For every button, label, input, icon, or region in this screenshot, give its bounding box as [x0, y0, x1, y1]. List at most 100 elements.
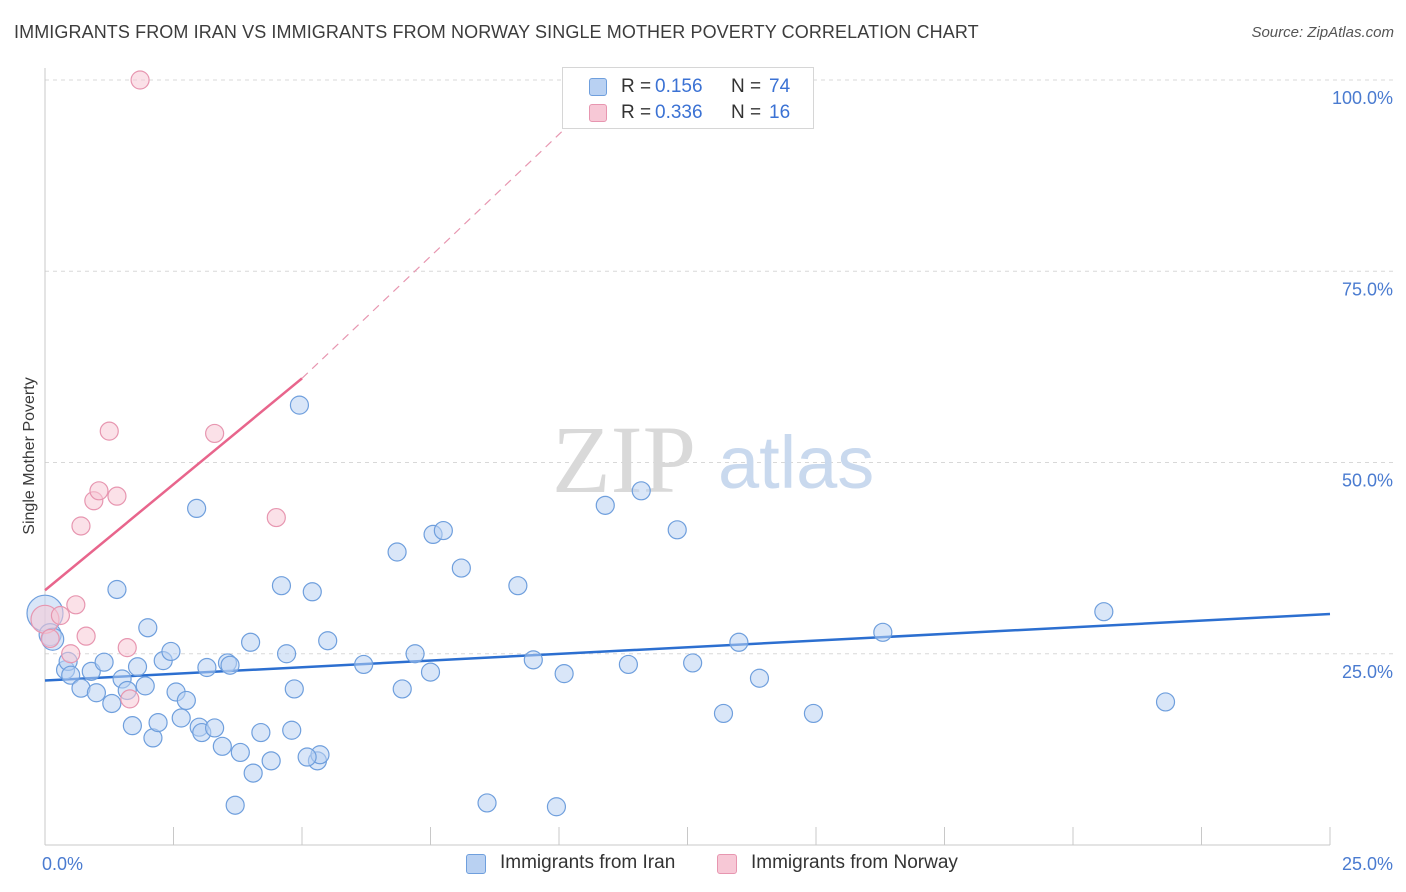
data-point-iran[interactable]: [803, 703, 824, 724]
legend-swatch-iran: [589, 78, 607, 96]
legend-n-value-norway: 16: [769, 102, 791, 123]
data-point-iran[interactable]: [187, 498, 207, 518]
series-swatch-norway: [717, 854, 737, 874]
data-point-iran[interactable]: [212, 736, 232, 756]
data-point-iran[interactable]: [508, 576, 528, 596]
data-point-norway[interactable]: [266, 507, 286, 528]
legend-n-value-iran: 74: [769, 76, 791, 97]
data-point-iran[interactable]: [873, 622, 893, 642]
data-point-iran[interactable]: [554, 664, 574, 684]
data-point-iran[interactable]: [148, 712, 168, 733]
tick-label-layer: 25.0% 50.0% 75.0% 100.0% 0.0% 25.0%: [42, 88, 1393, 874]
data-point-norway[interactable]: [40, 628, 60, 649]
trend-line-norway-extension: [301, 94, 601, 379]
grid-layer: [45, 79, 1395, 655]
legend-r-value-iran: 0.156: [655, 76, 703, 97]
data-point-iran[interactable]: [477, 793, 497, 813]
data-point-iran[interactable]: [595, 495, 615, 515]
data-point-iran[interactable]: [297, 747, 317, 767]
data-point-iran[interactable]: [230, 742, 250, 763]
data-point-iran[interactable]: [220, 655, 240, 675]
data-point-norway[interactable]: [76, 626, 96, 646]
axis-layer: [44, 68, 1331, 846]
legend-r-value-norway: 0.336: [655, 102, 703, 123]
data-point-iran[interactable]: [171, 708, 191, 728]
correlation-legend: R = 0.156 N = 74 R = 0.336 N = 16: [562, 67, 814, 129]
legend-r-label: R =: [621, 102, 652, 123]
watermark: ZIP atlas: [552, 406, 874, 513]
data-point-iran[interactable]: [261, 751, 281, 771]
data-point-iran[interactable]: [225, 795, 245, 815]
data-point-iran[interactable]: [127, 657, 148, 677]
data-point-iran[interactable]: [86, 683, 107, 703]
data-point-iran[interactable]: [61, 665, 81, 685]
data-point-iran[interactable]: [289, 395, 310, 415]
points-layer: [26, 70, 1176, 817]
data-point-iran[interactable]: [392, 679, 412, 699]
data-point-iran[interactable]: [205, 718, 225, 738]
data-point-iran[interactable]: [318, 631, 338, 651]
data-point-iran[interactable]: [107, 579, 127, 600]
data-point-iran[interactable]: [667, 520, 687, 540]
source-label: Source: ZipAtlas.com: [1251, 24, 1394, 41]
data-point-iran[interactable]: [546, 797, 567, 817]
series-legend-label-norway: Immigrants from Norway: [751, 852, 958, 873]
chart-title: IMMIGRANTS FROM IRAN VS IMMIGRANTS FROM …: [14, 22, 979, 42]
data-point-norway[interactable]: [61, 644, 81, 664]
data-point-norway[interactable]: [71, 516, 91, 536]
data-point-iran[interactable]: [683, 653, 703, 673]
data-point-norway[interactable]: [99, 421, 119, 441]
data-point-iran[interactable]: [251, 722, 271, 743]
legend-swatch-norway: [589, 104, 607, 122]
x-tick-label: 0.0%: [42, 854, 83, 874]
data-point-iran[interactable]: [135, 676, 155, 696]
legend-r-label: R =: [621, 76, 652, 97]
data-point-iran[interactable]: [176, 690, 196, 711]
data-point-norway[interactable]: [205, 423, 225, 444]
data-point-iran[interactable]: [243, 763, 263, 783]
legend-n-label: N =: [731, 76, 762, 97]
data-point-iran[interactable]: [354, 654, 374, 675]
trend-line-iran: [44, 612, 1331, 682]
data-point-iran[interactable]: [1155, 692, 1176, 712]
data-point-iran[interactable]: [302, 582, 322, 602]
data-point-iran[interactable]: [241, 632, 261, 652]
data-point-norway[interactable]: [120, 689, 140, 709]
y-tick-label: 25.0%: [1342, 662, 1393, 682]
data-point-norway[interactable]: [107, 486, 127, 506]
data-point-norway[interactable]: [117, 638, 137, 658]
data-point-iran[interactable]: [729, 632, 749, 652]
data-point-iran[interactable]: [284, 679, 304, 699]
data-point-norway[interactable]: [89, 481, 109, 501]
data-point-iran[interactable]: [102, 693, 122, 714]
data-point-iran[interactable]: [451, 558, 471, 578]
data-point-iran[interactable]: [161, 641, 181, 662]
data-point-iran[interactable]: [276, 644, 297, 664]
trend-line-norway: [44, 377, 303, 592]
data-point-iran[interactable]: [713, 703, 734, 724]
data-point-iran[interactable]: [749, 668, 770, 688]
data-point-iran[interactable]: [631, 481, 651, 501]
data-point-iran[interactable]: [1094, 602, 1114, 622]
data-point-iran[interactable]: [138, 618, 158, 638]
data-point-iran[interactable]: [405, 644, 425, 664]
data-point-norway[interactable]: [66, 595, 86, 615]
data-point-iran[interactable]: [387, 542, 407, 562]
data-point-iran[interactable]: [197, 657, 217, 678]
data-point-iran[interactable]: [433, 520, 453, 541]
y-tick-label: 50.0%: [1342, 471, 1393, 491]
y-tick-label: 100.0%: [1332, 88, 1393, 108]
data-point-iran[interactable]: [420, 662, 441, 682]
data-point-iran[interactable]: [94, 652, 114, 672]
y-tick-label: 75.0%: [1342, 279, 1393, 299]
series-legend: Immigrants from Iran Immigrants from Nor…: [0, 852, 1406, 878]
data-point-norway[interactable]: [130, 70, 150, 90]
trend-layer: [44, 94, 1331, 682]
data-point-iran[interactable]: [282, 720, 302, 740]
data-point-iran[interactable]: [122, 716, 142, 736]
data-point-iran[interactable]: [271, 576, 292, 596]
data-point-iran[interactable]: [523, 650, 543, 670]
data-point-iran[interactable]: [618, 654, 638, 675]
data-point-norway[interactable]: [50, 605, 71, 626]
